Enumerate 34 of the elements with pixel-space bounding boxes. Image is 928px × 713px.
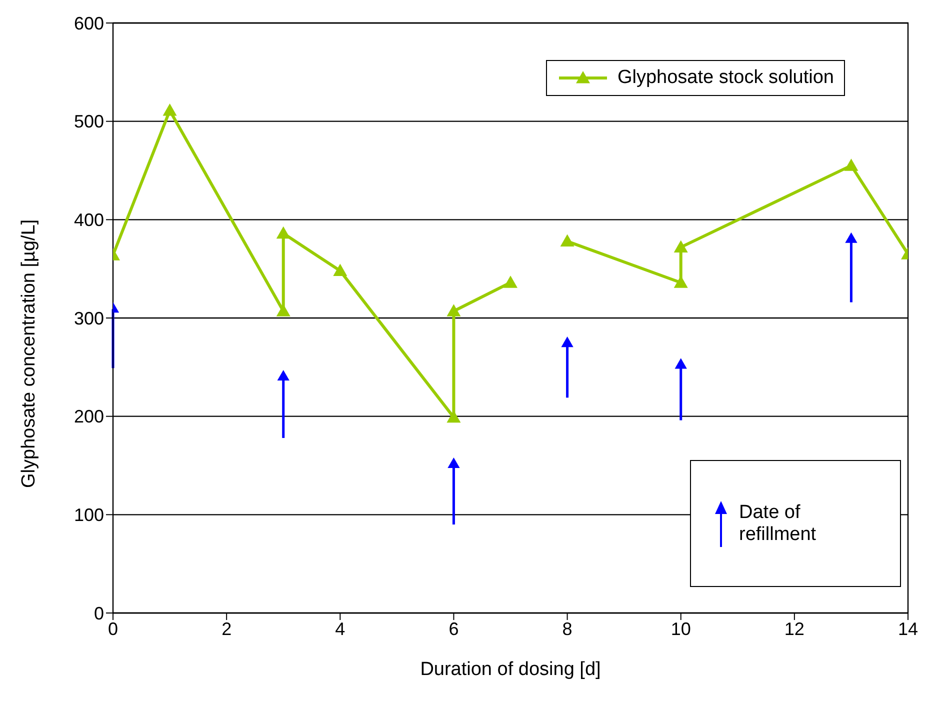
y-axis-title: Glyphosate concentration [µg/L] [18,219,40,488]
point [845,232,858,243]
point [504,276,518,288]
x-tick-label: 10 [670,618,691,639]
point [276,304,290,316]
legend-label: Glyphosate stock solution [617,67,834,89]
y-tick-label: 100 [74,505,104,526]
x-tick-label: 2 [222,618,232,639]
point [276,226,290,239]
point [674,358,687,369]
x-tick-label: 8 [562,618,572,639]
point [844,158,858,171]
point [674,276,688,288]
x-axis-title: Duration of dosing [d] [420,659,601,680]
y-tick-label: 600 [74,13,104,34]
legend-label: Date of refillment [739,502,818,546]
point [560,234,574,247]
x-tick-label: 6 [448,618,459,639]
x-tick-label: 12 [784,618,804,639]
x-tick-label: 14 [898,618,918,639]
y-tick-label: 400 [74,210,104,230]
point [561,336,574,348]
point [674,240,688,252]
point [446,304,461,316]
point [333,264,348,276]
x-tick-label: 0 [108,618,118,639]
x-tick-label: 4 [335,618,346,639]
point [277,370,290,381]
y-tick-label: 300 [74,308,104,328]
y-tick-label: 0 [94,603,104,624]
point [448,458,460,468]
y-tick-label: 200 [74,406,104,427]
point [162,104,177,116]
y-tick-label: 500 [74,112,104,132]
